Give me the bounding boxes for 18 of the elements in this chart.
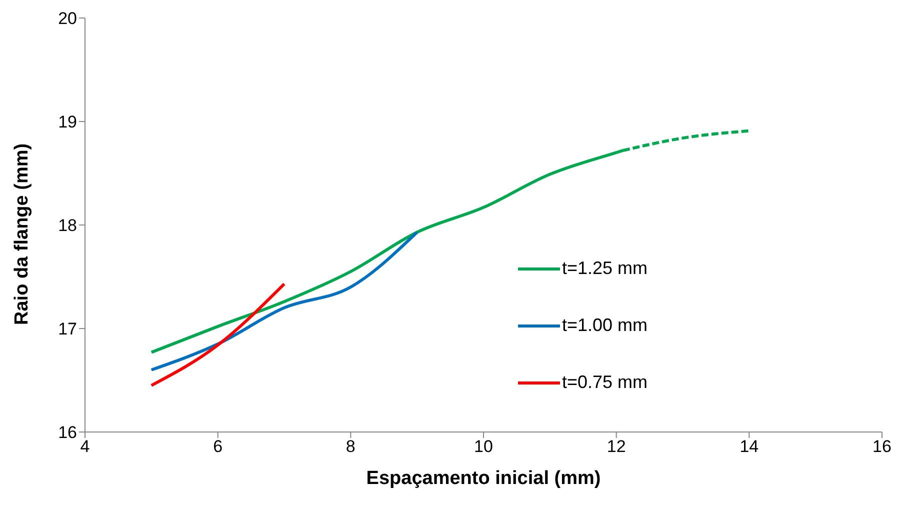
x-tick-label: 4 [80, 437, 90, 456]
y-tick-label: 19 [58, 112, 77, 132]
legend-label: t=0.75 mm [562, 372, 648, 393]
y-axis-title: Raio da flange (mm) [12, 143, 33, 325]
y-tick-label: 16 [58, 423, 77, 442]
x-tick-label: 14 [740, 437, 759, 456]
legend-label: t=1.25 mm [562, 258, 648, 279]
x-axis-title: Espaçamento inicial (mm) [366, 468, 601, 489]
line-series [150, 230, 419, 372]
x-tick-label: 10 [474, 437, 493, 456]
x-tick-label: 12 [606, 437, 626, 456]
x-tick-label: 8 [346, 437, 356, 456]
x-tick-label: 6 [213, 437, 223, 456]
y-tick-label: 20 [58, 9, 77, 28]
x-tick-label: 16 [872, 437, 892, 456]
y-tick-label: 18 [58, 216, 77, 236]
y-tick-label: 17 [58, 320, 77, 339]
legend-label: t=1.00 mm [562, 315, 648, 336]
